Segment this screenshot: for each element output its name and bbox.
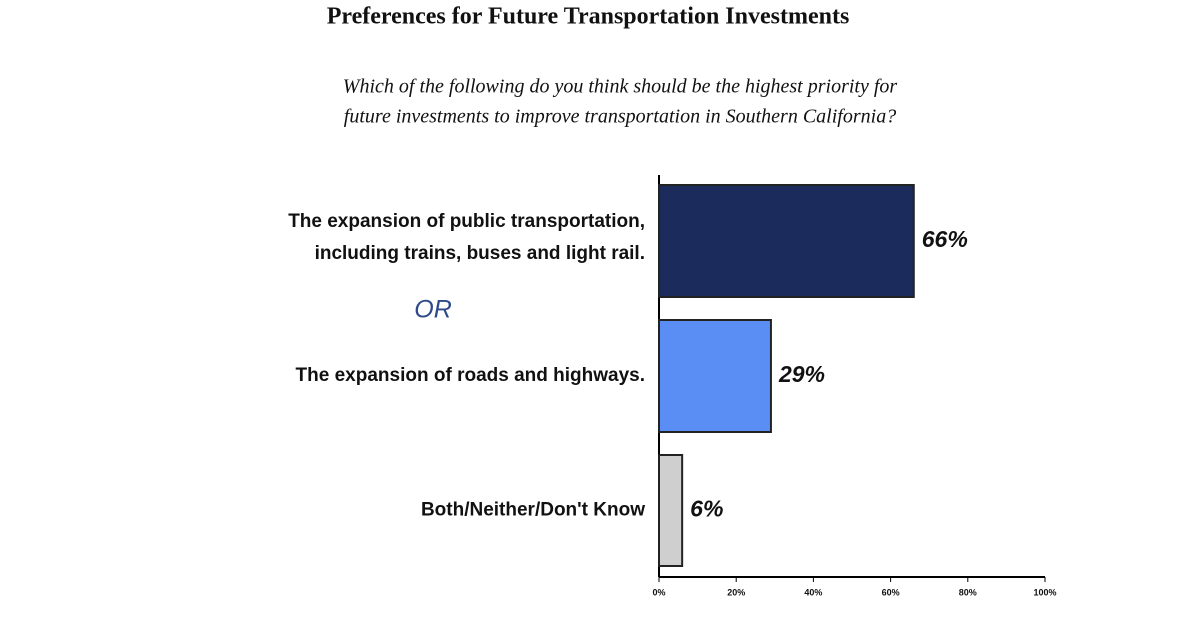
x-tick-label: 100% [1033, 587, 1056, 597]
x-tick-label: 60% [882, 587, 900, 597]
value-label: 66% [922, 226, 968, 252]
x-tick-label: 40% [804, 587, 822, 597]
category-label: The expansion of roads and highways. [296, 365, 645, 386]
x-tick-label: 20% [727, 587, 745, 597]
bar [658, 319, 772, 433]
annotation: OR [414, 296, 452, 324]
x-tick-label: 0% [652, 587, 665, 597]
category-label: The expansion of public transportation, i… [288, 211, 645, 264]
chart-title: Preferences for Future Transportation In… [327, 4, 850, 30]
subtitle: Which of the following do you think shou… [343, 76, 898, 98]
bar [658, 454, 684, 567]
subtitle: future investments to improve transporta… [344, 106, 896, 128]
category-label: Both/Neither/Don't Know [421, 500, 645, 521]
value-label: 29% [778, 361, 825, 387]
x-tick-label: 80% [959, 587, 977, 597]
value-label: 6% [690, 496, 723, 522]
bar [658, 184, 915, 298]
